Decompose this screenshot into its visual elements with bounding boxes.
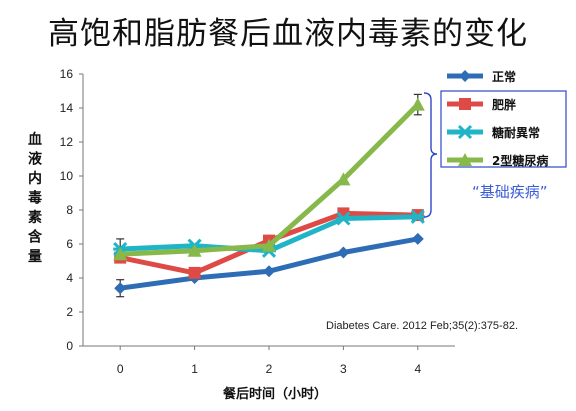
legend-item-1: 正常 (447, 69, 516, 84)
x-tick-label: 4 (414, 362, 421, 376)
data-point (410, 97, 425, 111)
y-tick-label: 12 (60, 135, 74, 149)
data-point (113, 247, 128, 261)
legend-item-4: 2型糖尿病 (447, 153, 548, 168)
data-point (336, 172, 351, 186)
data-point (263, 265, 275, 278)
data-point (336, 211, 351, 226)
legend-marker (458, 153, 472, 166)
legend-marker (459, 98, 471, 110)
series-1 (114, 232, 424, 298)
y-axis-label-char: 液 (28, 151, 43, 168)
data-point (337, 246, 350, 259)
series-4 (113, 93, 425, 261)
legend-item-2: 肥胖 (447, 97, 516, 112)
data-point (411, 232, 424, 245)
y-tick-label: 2 (66, 305, 73, 319)
legend-label: 2型糖尿病 (492, 153, 548, 168)
x-axis-label: 餐后时间（小时） (222, 386, 327, 402)
legend-label: 糖耐異常 (492, 125, 540, 140)
data-point (410, 209, 425, 224)
annotation-text: “基础疾病” (472, 183, 548, 201)
axes (79, 73, 455, 350)
y-tick-label: 16 (60, 67, 74, 81)
y-axis-label-char: 含 (28, 229, 43, 246)
legend-box (440, 90, 567, 168)
y-tick-label: 0 (66, 339, 73, 353)
y-tick-label: 8 (66, 203, 73, 217)
y-axis-label-char: 素 (28, 209, 42, 226)
bracket (423, 92, 438, 218)
y-tick-label: 4 (66, 271, 73, 285)
legend-marker (459, 70, 471, 82)
y-axis-label-char: 内 (28, 170, 42, 187)
legend-label: 正常 (492, 69, 516, 84)
annotation-layer: “基础疾病” Diabetes Care. 2012 Feb;35(2):375-… (326, 92, 548, 332)
y-tick-label: 6 (66, 237, 73, 251)
legend-label: 肥胖 (492, 97, 516, 112)
legend-marker (457, 124, 473, 140)
chart-title: 高饱和脂肪餐后血液内毒素的变化 (48, 16, 528, 52)
series-layer (113, 93, 425, 298)
y-tick-label: 14 (60, 101, 74, 115)
legend-item-3: 糖耐異常 (447, 124, 540, 140)
data-point (188, 266, 201, 279)
data-point (187, 243, 202, 257)
x-tick-label: 1 (191, 362, 198, 376)
x-tick-label: 3 (340, 362, 347, 376)
citation: Diabetes Care. 2012 Feb;35(2):375-82. (326, 320, 518, 332)
y-axis-label-char: 毒 (28, 190, 42, 207)
data-point (262, 238, 276, 252)
data-point (114, 282, 127, 295)
y-axis-label-char: 量 (28, 249, 42, 265)
x-tick-label: 0 (117, 362, 124, 376)
x-tick-label: 2 (266, 362, 273, 376)
series-line (120, 102, 420, 257)
y-axis-label-char: 血 (28, 131, 42, 148)
y-tick-label: 10 (60, 169, 74, 183)
